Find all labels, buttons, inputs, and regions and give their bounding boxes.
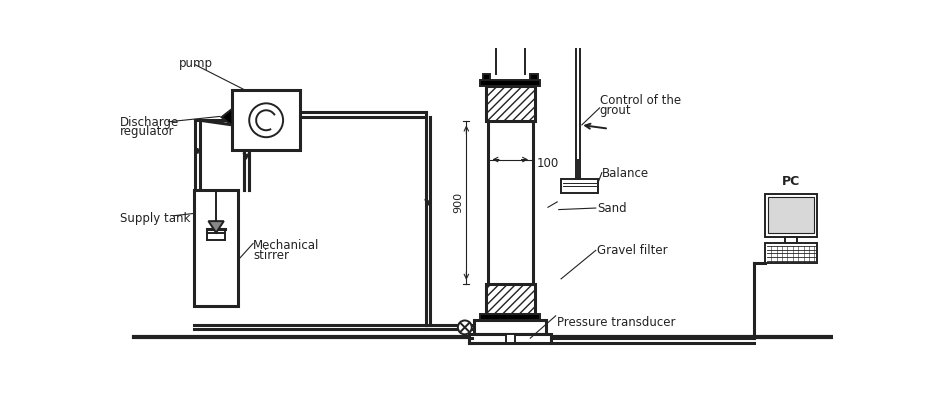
Bar (768, 197, 814, 233)
Text: Pressure transducer: Pressure transducer (556, 316, 675, 329)
Text: 900: 900 (452, 192, 463, 213)
Text: Sand: Sand (597, 202, 627, 215)
Bar (764, 194, 817, 237)
Bar (479, 314, 540, 320)
Bar (474, 320, 546, 334)
Bar (194, 190, 238, 306)
Text: pump: pump (178, 57, 212, 70)
Bar (529, 74, 538, 80)
Bar (479, 80, 540, 86)
Bar (469, 334, 551, 343)
Text: grout: grout (599, 104, 630, 117)
Text: regulator: regulator (120, 125, 174, 138)
Bar (482, 74, 489, 80)
Text: Mechanical: Mechanical (253, 239, 319, 252)
Bar (505, 334, 514, 343)
Text: PC: PC (781, 175, 800, 188)
Text: Supply tank: Supply tank (120, 212, 190, 225)
Text: Gravel filter: Gravel filter (597, 244, 667, 257)
Bar (784, 237, 796, 243)
Polygon shape (209, 221, 223, 233)
Text: Balance: Balance (602, 167, 648, 180)
Bar (485, 284, 534, 314)
Text: stirrer: stirrer (253, 249, 288, 262)
Bar (561, 179, 597, 193)
Circle shape (457, 320, 471, 334)
Bar (764, 243, 817, 263)
Bar (232, 90, 299, 150)
Text: Control of the: Control of the (599, 94, 680, 107)
Bar (485, 86, 534, 121)
Text: Discharge: Discharge (120, 116, 179, 128)
Polygon shape (222, 109, 232, 126)
Text: 100: 100 (536, 157, 558, 170)
